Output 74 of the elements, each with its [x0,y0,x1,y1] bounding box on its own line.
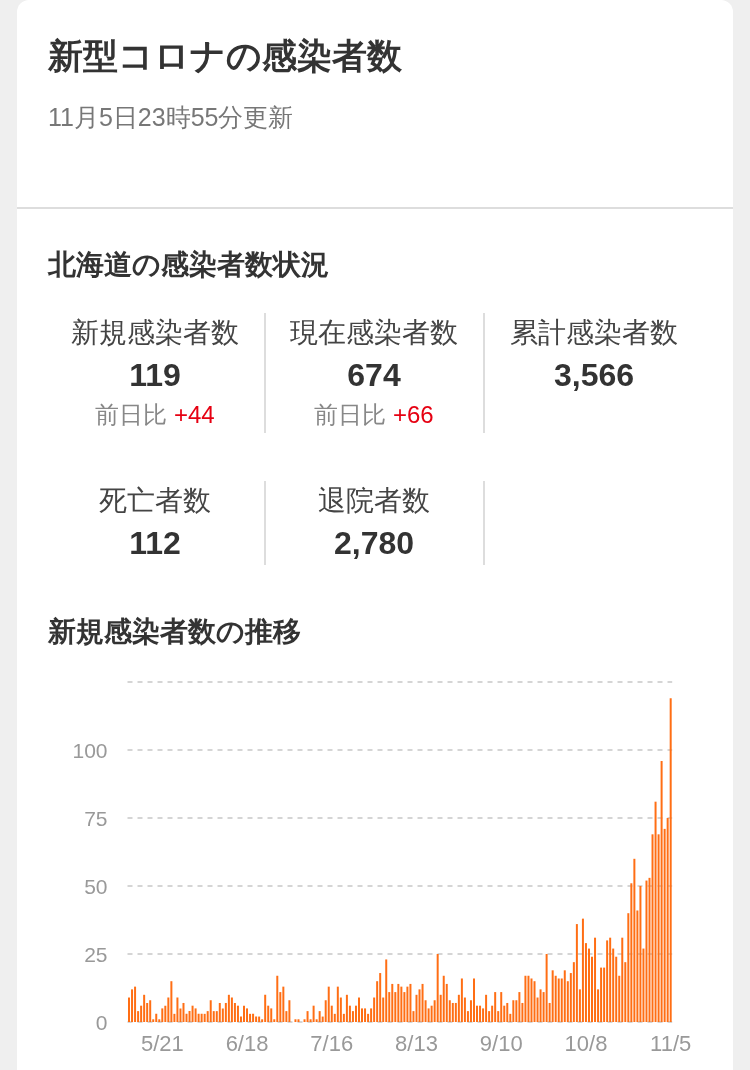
bar [246,1008,249,1022]
bar [621,937,624,1022]
bar [397,983,400,1022]
bar [170,981,173,1022]
x-tick-label: 6/18 [225,1030,269,1056]
data-label: 2,780 [332,524,416,563]
bar [575,924,578,1022]
bar [551,970,554,1022]
text: 新型コロナの感染者数 [48,35,402,77]
bar [472,978,475,1022]
bar [345,994,348,1022]
category-label: 死亡者数 [98,484,212,518]
bar [442,975,445,1022]
data-label: +66 [392,401,434,428]
text: 前日比 [95,401,168,428]
text: 前日比 [314,401,387,428]
bar [176,997,179,1022]
chart-title: 新規感染者数の推移 [48,615,301,649]
bar [209,1000,212,1022]
bar [143,994,146,1022]
bar [233,1002,236,1022]
category-label: 現在感染者数 [289,316,459,350]
category-label: 累計感染者数 [509,316,679,350]
y-tick-label: 100 [72,738,108,762]
x-tick-label: 11/5 [650,1030,692,1056]
bar [194,1008,197,1022]
bar [518,992,521,1022]
bar [358,997,360,1022]
bar [318,1011,321,1022]
bar [191,1005,194,1022]
bar [654,801,657,1022]
bar [218,1002,221,1022]
bar [581,918,584,1022]
bar [364,1008,367,1022]
bar [276,975,279,1022]
bar [161,1008,164,1022]
x-tick-label: 9/10 [479,1030,523,1056]
category-label: 新規感染者数 [70,316,240,350]
bar [669,698,672,1022]
data-label: 119 [128,356,182,395]
bar [236,1005,239,1022]
data-label: 674 [346,356,402,395]
bar [400,986,403,1022]
bar [379,973,382,1022]
bar [479,1005,482,1022]
x-tick-label: 10/8 [564,1030,608,1056]
bar [327,986,330,1022]
text: 北海道の感染者数状況 [48,248,329,282]
bar [506,1002,509,1022]
data-label: 112 [128,524,182,563]
bar [385,959,388,1022]
x-tick-label: 8/13 [395,1030,438,1056]
x-tick-label: 5/21 [140,1030,184,1056]
bar [563,970,566,1022]
bar [155,1013,158,1022]
bar [524,975,527,1022]
bar [494,992,497,1022]
data-label: 3,566 [552,356,636,395]
text: 11月5日23時55分更新 [48,102,294,133]
bar [436,954,439,1022]
data-label: +44 [173,401,215,428]
bar [182,1002,185,1022]
bar [451,1002,454,1022]
bar [264,994,267,1022]
x-tick-label: 7/16 [310,1030,354,1056]
category-label: 退院者数 [317,484,431,518]
bar [288,1000,291,1022]
y-tick-label: 75 [84,806,108,830]
bar [600,967,603,1022]
y-tick-label: 25 [84,942,108,966]
y-tick-label: 50 [84,874,108,898]
bar [545,954,548,1022]
bar [660,760,663,1022]
y-tick-label: 0 [95,1010,108,1034]
